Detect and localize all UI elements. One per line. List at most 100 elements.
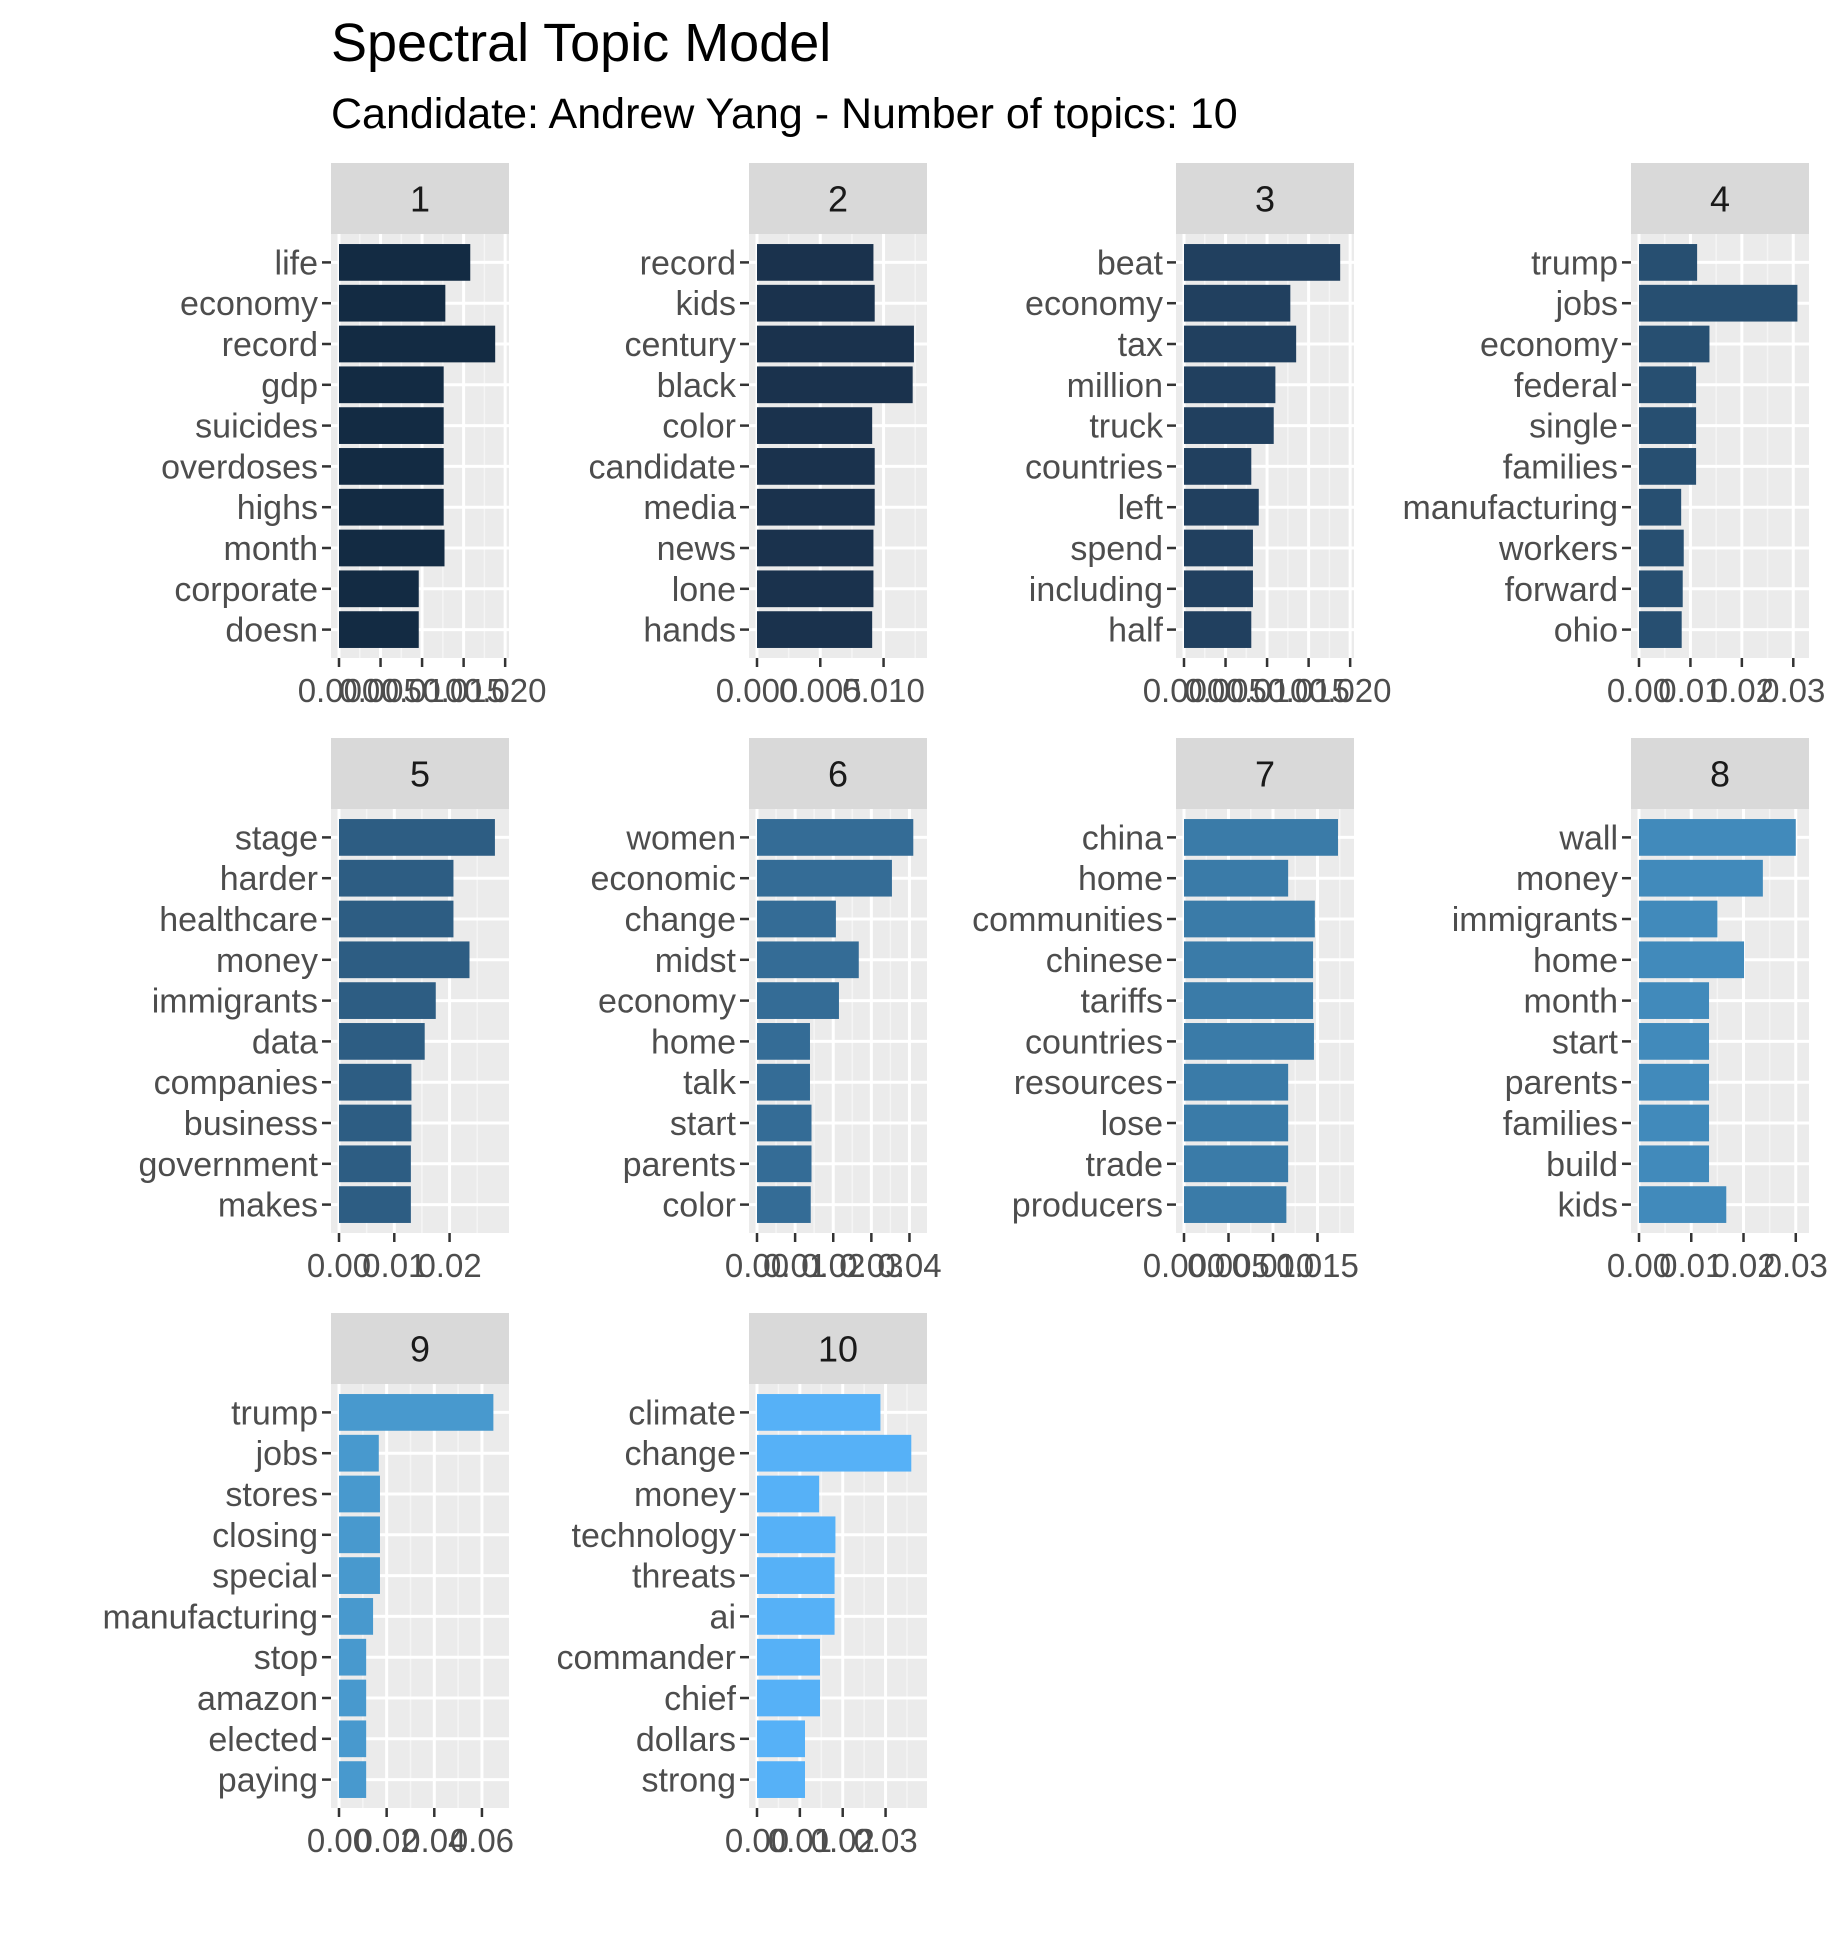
bar-change: [757, 900, 836, 938]
bar-ohio: [1639, 611, 1682, 648]
facet-label: 4: [1710, 179, 1730, 220]
bar-economy: [339, 284, 446, 322]
bar-chinese: [1184, 941, 1314, 979]
bar-immigrants: [339, 982, 436, 1019]
y-tick-label: midst: [655, 942, 737, 980]
x-tick-label: 0.005: [339, 672, 422, 709]
facet-strip: [1176, 163, 1354, 234]
y-tick-label: workers: [1498, 530, 1618, 568]
bar-tariffs: [1184, 982, 1314, 1019]
bar-beat: [1184, 244, 1341, 281]
facet-strip: [331, 1313, 509, 1384]
bar-black: [757, 366, 913, 404]
y-tick-label: corporate: [174, 571, 318, 609]
y-tick-label: government: [138, 1146, 318, 1184]
bar-commander: [757, 1638, 820, 1676]
bar-parents: [1639, 1063, 1710, 1101]
y-tick-label: life: [275, 244, 318, 282]
bar-record: [339, 325, 496, 363]
bar-trump: [339, 1394, 494, 1431]
bar-communities: [1184, 900, 1315, 938]
bar-federal: [1639, 366, 1697, 404]
bar-suicides: [339, 407, 444, 444]
bar-strong: [757, 1761, 805, 1798]
x-tick-label: 0.020: [1309, 672, 1392, 709]
bar-makes: [339, 1186, 411, 1223]
bar-talk: [757, 1063, 810, 1101]
bar-money: [757, 1475, 820, 1513]
bar-stop: [339, 1638, 367, 1676]
x-tick-label: 0.00: [1607, 1247, 1671, 1284]
y-tick-label: manufacturing: [1403, 489, 1618, 527]
y-tick-label: closing: [212, 1517, 318, 1555]
y-tick-label: doesn: [225, 612, 318, 650]
y-tick-label: jobs: [255, 1435, 318, 1473]
bar-economy: [757, 982, 839, 1019]
y-tick-label: business: [184, 1105, 318, 1143]
x-tick-label: 0.00: [1607, 672, 1671, 709]
y-tick-label: change: [624, 901, 736, 939]
bar-countries: [1184, 1023, 1314, 1060]
y-tick-label: century: [625, 326, 737, 364]
y-tick-label: dollars: [636, 1721, 736, 1759]
y-tick-label: commander: [556, 1639, 736, 1677]
x-tick-label: 0.03: [1761, 672, 1825, 709]
y-tick-label: healthcare: [159, 901, 318, 939]
x-tick-label: 0.01: [1658, 672, 1722, 709]
bar-gdp: [339, 366, 444, 404]
bar-healthcare: [339, 900, 454, 938]
y-tick-label: ohio: [1554, 612, 1618, 650]
y-tick-label: left: [1118, 489, 1164, 527]
y-tick-label: kids: [676, 285, 736, 323]
y-tick-label: spend: [1070, 530, 1163, 568]
x-tick-label: 0.00: [725, 1247, 789, 1284]
facet-panel-3: 3 beateconomytaxmilliontruckcountriesleft…: [1025, 163, 1391, 709]
y-tick-label: tariffs: [1080, 983, 1163, 1021]
bar-economy: [1639, 325, 1710, 363]
y-tick-label: manufacturing: [103, 1598, 318, 1636]
y-tick-label: single: [1529, 408, 1618, 446]
bar-home: [1639, 941, 1745, 979]
x-tick-label: 0.000: [298, 672, 381, 709]
x-tick-label: 0.00: [307, 1822, 371, 1859]
facet-label: 1: [410, 179, 430, 220]
y-tick-label: money: [634, 1476, 736, 1514]
y-tick-label: resources: [1014, 1064, 1163, 1102]
x-tick-label: 0.005: [779, 672, 862, 709]
bar-immigrants: [1639, 900, 1718, 938]
x-tick-label: 0.000: [1143, 672, 1226, 709]
facet-panel-4: 4 trumpjobseconomyfederalsinglefamiliesma…: [1403, 163, 1825, 709]
bar-color: [757, 407, 873, 444]
x-tick-label: 0.010: [381, 672, 464, 709]
y-tick-label: talk: [683, 1064, 737, 1102]
x-tick-label: 0.04: [402, 1822, 466, 1859]
y-tick-label: lose: [1101, 1105, 1163, 1143]
facet-panel-2: 2 recordkidscenturyblackcolorcandidatemed…: [589, 163, 927, 709]
bar-color: [757, 1186, 811, 1223]
y-tick-label: immigrants: [152, 983, 318, 1021]
y-tick-label: overdoses: [161, 448, 318, 486]
x-tick-label: 0.005: [1187, 1247, 1270, 1284]
bar-technology: [757, 1516, 836, 1554]
facet-strip: [331, 163, 509, 234]
bar-lose: [1184, 1104, 1289, 1142]
bar-start: [757, 1104, 812, 1142]
y-tick-label: half: [1108, 612, 1163, 650]
y-tick-label: million: [1067, 367, 1163, 405]
x-tick-label: 0.02: [801, 1247, 865, 1284]
y-tick-label: economy: [1480, 326, 1618, 364]
y-tick-label: trump: [1531, 244, 1618, 282]
bar-threats: [757, 1557, 835, 1594]
facet-label: 2: [828, 179, 848, 220]
y-tick-label: elected: [208, 1721, 318, 1759]
y-tick-label: black: [657, 367, 737, 405]
y-tick-label: highs: [237, 489, 318, 527]
y-tick-label: suicides: [195, 408, 318, 446]
y-tick-label: economy: [1025, 285, 1163, 323]
facet-strip: [1631, 163, 1809, 234]
bar-government: [339, 1145, 411, 1183]
bar-lone: [757, 570, 874, 608]
facet-panel-9: 9 trumpjobsstoresclosingspecialmanufactur…: [103, 1313, 514, 1859]
chart-title: Spectral Topic Model: [331, 13, 832, 73]
